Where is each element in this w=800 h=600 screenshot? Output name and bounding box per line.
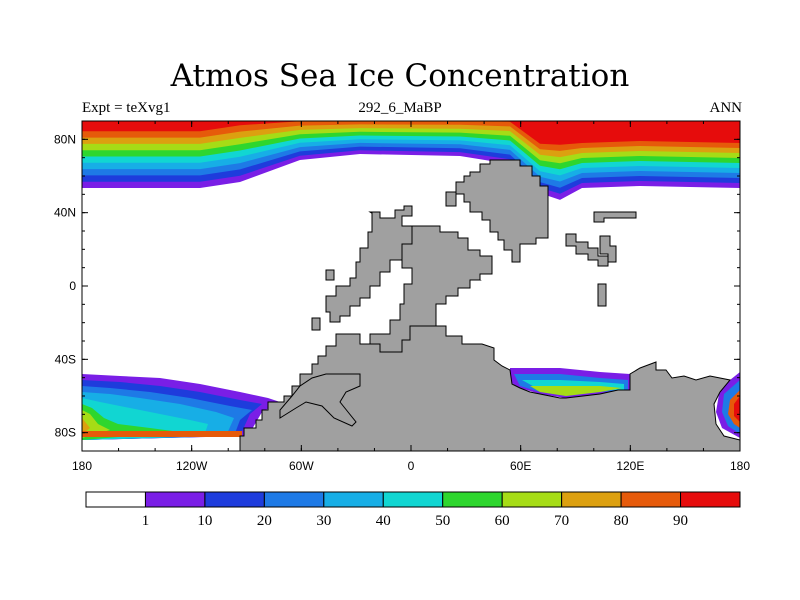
antarctic-peninsula-land — [279, 373, 361, 427]
colorbar-swatch — [561, 491, 622, 508]
colorbar-swatch — [144, 491, 206, 508]
map-plot-area — [82, 121, 740, 451]
ice-pacific-90 — [82, 431, 242, 437]
colorbar-swatch — [501, 491, 563, 508]
y-tick-label: 0 — [69, 279, 76, 293]
y-tick-label: 40S — [55, 352, 76, 366]
experiment-label: Expt = teXvg1 — [82, 100, 171, 116]
x-tick-label: 180 — [72, 459, 92, 473]
map-title: Atmos Sea Ice Concentration — [170, 58, 630, 94]
ice-indian-70 — [530, 386, 622, 396]
arctic-sea-ice — [82, 121, 740, 200]
colorbar-label: 30 — [316, 513, 331, 529]
colorbar-swatch — [85, 491, 146, 508]
longitude-axis: 180 120W 60W 0 60E 120E 180 — [72, 121, 750, 473]
eurasia-land — [455, 159, 549, 263]
ice-pacific-80 — [82, 418, 90, 434]
south-america-land — [325, 205, 413, 323]
australia-land — [599, 235, 617, 263]
colorbar-swatch — [442, 491, 503, 508]
colorbar-swatch — [680, 491, 741, 508]
north-asia-strip-land — [593, 211, 637, 223]
colorbar-swatch — [382, 491, 444, 508]
colorbar-label: 50 — [435, 513, 450, 529]
ice-ross-90 — [734, 396, 740, 422]
period-label: ANN — [709, 100, 743, 116]
small-island-greenland — [445, 191, 457, 207]
colorbar-label: 20 — [257, 513, 272, 529]
x-tick-label: 120E — [616, 459, 644, 473]
colorbar-label: 90 — [673, 513, 688, 529]
colorbar-label: 70 — [554, 513, 569, 529]
arctic-ice-band-10 — [82, 121, 740, 145]
small-island-a — [597, 283, 607, 307]
x-tick-label: 60E — [510, 459, 531, 473]
run-label: 292_6_MaBP — [358, 100, 442, 116]
colorbar-label: 60 — [495, 513, 510, 529]
x-tick-label: 180 — [730, 459, 750, 473]
x-tick-label: 60W — [289, 459, 314, 473]
colorbar-swatch — [323, 491, 384, 508]
latitude-axis: 80N 40N 0 40S 80S — [54, 132, 740, 440]
colorbar-label: 1 — [142, 513, 150, 529]
small-island-c — [325, 269, 335, 281]
colorbar: 1 10 20 30 40 50 60 70 80 90 — [85, 491, 741, 529]
x-tick-label: 0 — [408, 459, 415, 473]
east-asia-land — [565, 233, 609, 267]
y-tick-label: 40N — [54, 206, 76, 220]
y-tick-label: 80N — [54, 132, 76, 146]
colorbar-label: 40 — [376, 513, 391, 529]
southern-sea-ice — [82, 368, 740, 440]
colorbar-swatch — [204, 491, 265, 508]
land-masses — [239, 159, 740, 451]
colorbar-label: 80 — [614, 513, 629, 529]
colorbar-swatch — [620, 491, 682, 508]
colorbar-label: 10 — [197, 513, 212, 529]
colorbar-swatch — [263, 491, 325, 508]
small-island-b — [311, 317, 321, 331]
y-tick-label: 80S — [55, 426, 76, 440]
africa-land — [369, 225, 493, 353]
x-tick-label: 120W — [176, 459, 208, 473]
